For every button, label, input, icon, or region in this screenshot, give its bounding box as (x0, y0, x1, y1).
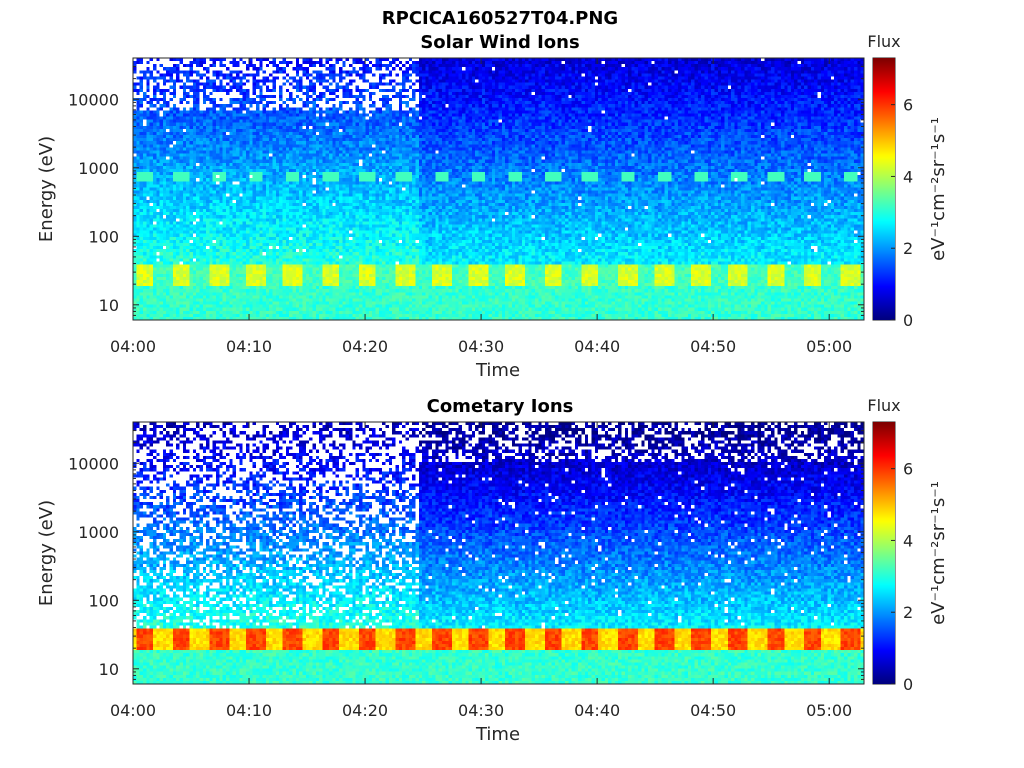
x-axis-cometary: 04:00 04:10 04:20 04:30 04:40 04:50 05:00 (110, 422, 852, 720)
y-tick-label: 1000 (78, 159, 119, 178)
colorbar-unit-cometary: eV⁻¹cm⁻²sr⁻¹s⁻¹ (928, 481, 949, 625)
x-axis-solar-wind: 04:00 04:10 04:20 04:30 04:40 04:50 05:00 (110, 58, 852, 356)
x-tick-label: 04:40 (574, 337, 620, 356)
x-tick-label: 05:00 (806, 337, 852, 356)
y-tick-label: 10 (99, 296, 119, 315)
colorbar-title-cometary: Flux (867, 396, 900, 415)
heatmap-solar-wind (133, 58, 864, 320)
colorbar-title-solar-wind: Flux (867, 32, 900, 51)
x-tick-label: 04:50 (690, 337, 736, 356)
colorbar-tick-label: 2 (903, 239, 913, 258)
y-tick-label: 10000 (68, 90, 119, 109)
y-axis-cometary: 10 100 1000 10000 (68, 421, 896, 685)
colorbar-tick-label: 6 (903, 96, 913, 115)
heatmap-cometary (133, 422, 864, 684)
x-tick-label: 04:10 (226, 701, 272, 720)
panel-title-solar-wind: Solar Wind Ions (420, 32, 579, 53)
x-tick-label: 04:00 (110, 701, 156, 720)
y-axis-solar-wind: 10 100 1000 10000 (68, 57, 896, 321)
x-tick-label: 04:20 (342, 337, 388, 356)
x-axis-label-cometary: Time (475, 724, 520, 745)
x-tick-label: 04:20 (342, 701, 388, 720)
y-tick-label: 100 (88, 227, 119, 246)
x-tick-label: 04:40 (574, 701, 620, 720)
colorbar-unit-solar-wind: eV⁻¹cm⁻²sr⁻¹s⁻¹ (928, 117, 949, 261)
x-tick-label: 05:00 (806, 701, 852, 720)
y-axis-label-solar-wind: Energy (eV) (36, 136, 57, 242)
panel-solar-wind-ions: Solar Wind Ions 10 100 1000 10000 04:00 04:1… (36, 32, 949, 381)
colorbar-tick-label: 4 (903, 531, 913, 550)
colorbar-tick-label: 4 (903, 167, 913, 186)
x-tick-label: 04:30 (458, 701, 504, 720)
panel-title-cometary: Cometary Ions (427, 396, 574, 417)
x-tick-label: 04:10 (226, 337, 272, 356)
y-tick-label: 10 (99, 660, 119, 679)
y-tick-label: 1000 (78, 523, 119, 542)
x-tick-label: 04:00 (110, 337, 156, 356)
x-axis-label-solar-wind: Time (475, 360, 520, 381)
colorbar-tick-label: 0 (903, 311, 913, 330)
colorbar-tick-label: 6 (903, 460, 913, 479)
colorbar-tick-label: 0 (903, 675, 913, 694)
y-axis-label-cometary: Energy (eV) (36, 500, 57, 606)
colorbar-cometary (873, 422, 895, 684)
colorbar-ticks-cometary: 0 2 4 6 (891, 460, 913, 694)
y-tick-label: 100 (88, 591, 119, 610)
colorbar-tick-label: 2 (903, 603, 913, 622)
figure-title: RPCICA160527T04.PNG (382, 8, 618, 29)
x-tick-label: 04:50 (690, 701, 736, 720)
colorbar-solar-wind (873, 58, 895, 320)
x-tick-label: 04:30 (458, 337, 504, 356)
y-tick-label: 10000 (68, 454, 119, 473)
colorbar-ticks-solar-wind: 0 2 4 6 (891, 96, 913, 330)
